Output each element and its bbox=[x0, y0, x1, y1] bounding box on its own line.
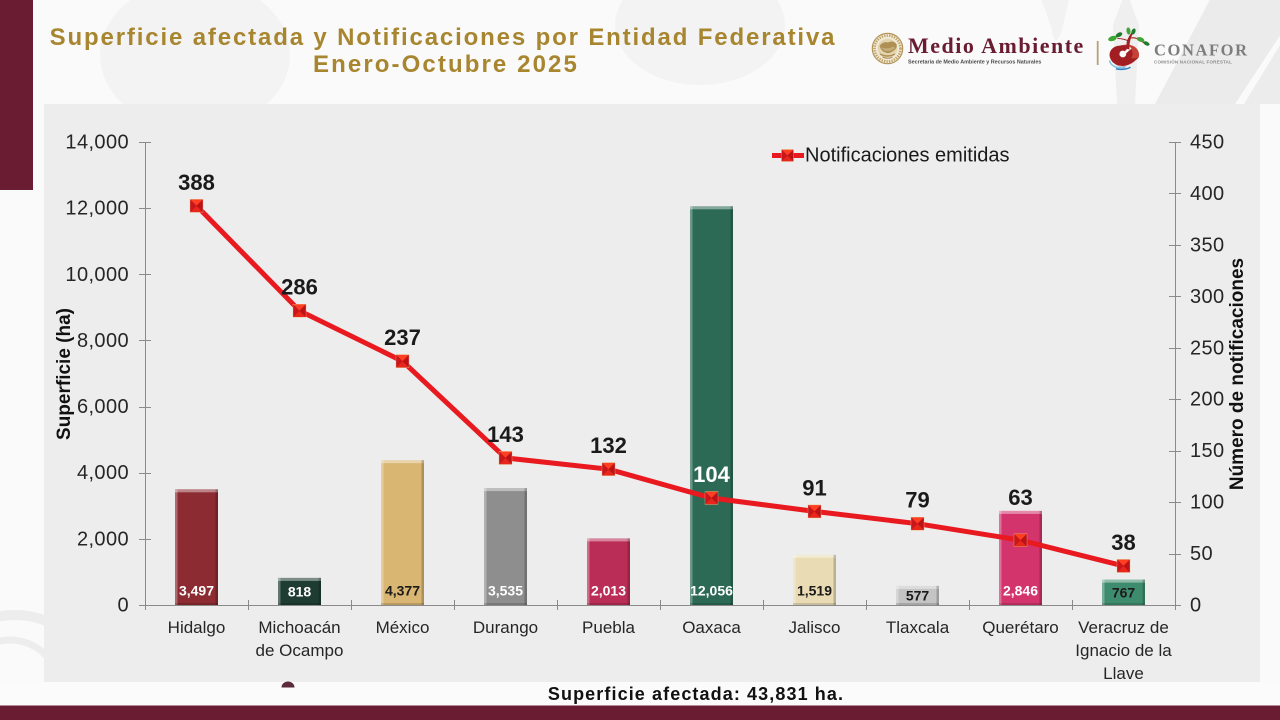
svg-text:2,846: 2,846 bbox=[1003, 583, 1038, 599]
svg-text:132: 132 bbox=[590, 433, 627, 458]
svg-text:63: 63 bbox=[1008, 485, 1032, 510]
svg-text:388: 388 bbox=[178, 170, 215, 195]
svg-text:Veracruz de: Veracruz de bbox=[1078, 618, 1169, 637]
svg-text:0: 0 bbox=[117, 595, 129, 617]
svg-text:237: 237 bbox=[384, 325, 421, 350]
svg-text:Secretaría de Medio Ambiente y: Secretaría de Medio Ambiente y Recursos … bbox=[908, 60, 1041, 66]
svg-text:Enero-Octubre 2025: Enero-Octubre 2025 bbox=[313, 51, 579, 78]
svg-text:0: 0 bbox=[1190, 595, 1202, 617]
svg-text:577: 577 bbox=[906, 588, 930, 604]
svg-text:104: 104 bbox=[693, 462, 730, 487]
svg-text:2,013: 2,013 bbox=[591, 583, 626, 599]
svg-text:250: 250 bbox=[1190, 337, 1225, 359]
svg-text:8,000: 8,000 bbox=[77, 330, 129, 352]
svg-text:79: 79 bbox=[905, 488, 929, 513]
svg-text:6,000: 6,000 bbox=[77, 396, 129, 418]
svg-text:350: 350 bbox=[1190, 234, 1225, 256]
svg-text:91: 91 bbox=[802, 475, 826, 500]
svg-text:50: 50 bbox=[1190, 543, 1213, 565]
svg-text:150: 150 bbox=[1190, 440, 1225, 462]
svg-text:143: 143 bbox=[487, 422, 524, 447]
svg-text:Superficie afectada: 43,831 ha: Superficie afectada: 43,831 ha. bbox=[548, 684, 844, 704]
svg-text:Querétaro: Querétaro bbox=[982, 618, 1059, 637]
svg-text:100: 100 bbox=[1190, 492, 1225, 514]
svg-text:3,535: 3,535 bbox=[488, 583, 523, 599]
svg-text:400: 400 bbox=[1190, 183, 1225, 205]
svg-text:14,000: 14,000 bbox=[65, 132, 129, 154]
svg-text:200: 200 bbox=[1190, 389, 1225, 411]
svg-text:Superficie (ha): Superficie (ha) bbox=[54, 308, 75, 440]
svg-text:Durango: Durango bbox=[473, 618, 538, 637]
svg-text:México: México bbox=[376, 618, 430, 637]
svg-text:Jalisco: Jalisco bbox=[789, 618, 841, 637]
svg-text:12,000: 12,000 bbox=[65, 198, 129, 220]
svg-text:Tlaxcala: Tlaxcala bbox=[886, 618, 950, 637]
svg-text:Medio Ambiente: Medio Ambiente bbox=[908, 33, 1085, 58]
svg-text:286: 286 bbox=[281, 275, 318, 300]
svg-text:10,000: 10,000 bbox=[65, 264, 129, 286]
svg-text:450: 450 bbox=[1190, 132, 1225, 154]
svg-text:COMISIÓN NACIONAL FORESTAL: COMISIÓN NACIONAL FORESTAL bbox=[1154, 58, 1232, 65]
svg-text:Superficie afectada y Notifica: Superficie afectada y Notificaciones por… bbox=[50, 24, 837, 51]
svg-text:Ignacio de la: Ignacio de la bbox=[1075, 641, 1172, 660]
svg-text:Michoacán: Michoacán bbox=[258, 618, 340, 637]
svg-text:1,519: 1,519 bbox=[797, 583, 832, 599]
svg-text:Puebla: Puebla bbox=[582, 618, 635, 637]
svg-text:CONAFOR: CONAFOR bbox=[1154, 41, 1249, 60]
svg-text:Hidalgo: Hidalgo bbox=[168, 618, 226, 637]
svg-text:Llave: Llave bbox=[1103, 664, 1144, 683]
svg-text:4,000: 4,000 bbox=[77, 462, 129, 484]
svg-text:4,377: 4,377 bbox=[385, 583, 420, 599]
svg-text:Número de notificaciones: Número de notificaciones bbox=[1227, 258, 1248, 490]
svg-text:38: 38 bbox=[1111, 530, 1135, 555]
svg-text:3,497: 3,497 bbox=[179, 583, 214, 599]
svg-text:767: 767 bbox=[1112, 584, 1136, 600]
svg-text:12,056: 12,056 bbox=[690, 583, 733, 599]
svg-text:Oaxaca: Oaxaca bbox=[682, 618, 741, 637]
svg-text:de Ocampo: de Ocampo bbox=[256, 641, 344, 660]
svg-text:2,000: 2,000 bbox=[77, 528, 129, 550]
svg-text:818: 818 bbox=[288, 584, 312, 600]
svg-text:300: 300 bbox=[1190, 286, 1225, 308]
svg-text:Notificaciones emitidas: Notificaciones emitidas bbox=[805, 145, 1010, 167]
